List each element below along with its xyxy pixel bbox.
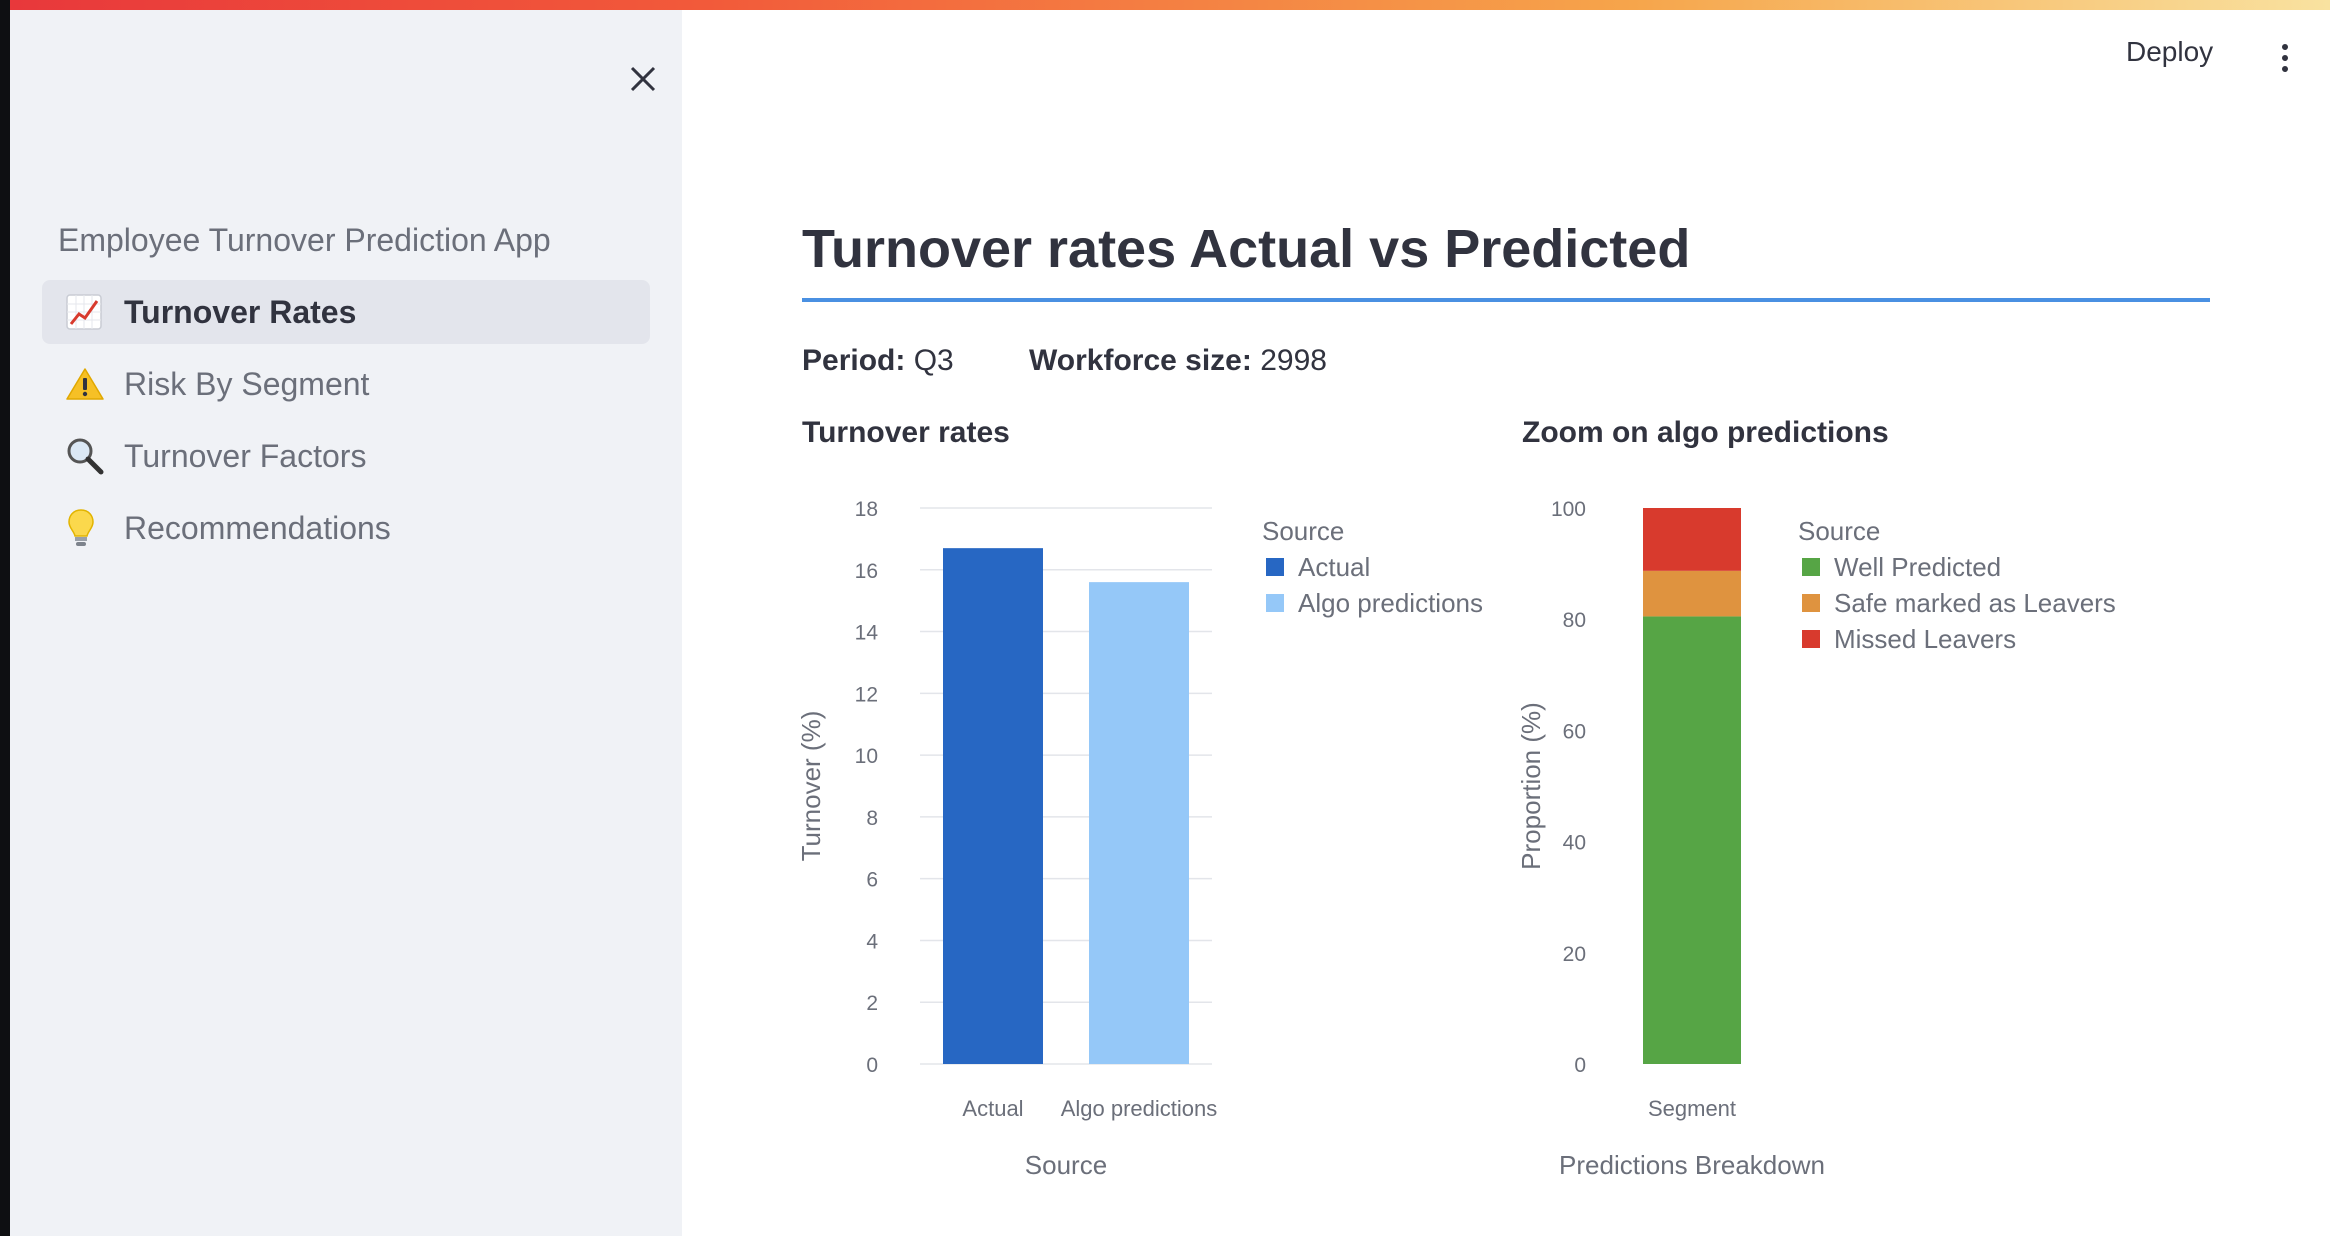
sidebar-item-turnover-factors[interactable]: Turnover Factors <box>42 424 650 488</box>
legend-swatch <box>1802 630 1820 648</box>
close-sidebar-button[interactable] <box>618 54 668 104</box>
sidebar-item-label: Turnover Rates <box>124 293 357 330</box>
kebab-dot-icon <box>2282 55 2288 61</box>
legend-title: Source <box>1798 516 1880 546</box>
y-tick-label: 0 <box>866 1054 878 1077</box>
sidebar-item-risk-by-segment[interactable]: Risk By Segment <box>42 352 650 416</box>
legend-label: Actual <box>1298 552 1370 582</box>
sidebar-item-label: Risk By Segment <box>124 365 370 402</box>
legend-label: Safe marked as Leavers <box>1834 588 2116 618</box>
workforce-value: 2998 <box>1260 344 1327 377</box>
warning-icon <box>66 364 110 404</box>
sidebar-item-recommendations[interactable]: Recommendations <box>42 496 650 560</box>
y-tick-label: 4 <box>866 930 878 953</box>
right-chart-title: Zoom on algo predictions <box>1522 416 1889 449</box>
bar <box>1089 582 1189 1064</box>
x-axis-title: Source <box>1025 1150 1107 1180</box>
y-tick-label: 0 <box>1574 1054 1586 1077</box>
y-tick-label: 10 <box>855 745 878 768</box>
close-icon <box>630 66 656 92</box>
legend-label: Well Predicted <box>1834 552 2001 582</box>
magnifier-icon <box>66 436 110 476</box>
y-tick-label: 6 <box>866 869 878 892</box>
y-tick-label: 8 <box>866 807 878 830</box>
y-tick-label: 40 <box>1563 832 1586 855</box>
period-value: Q3 <box>913 344 954 377</box>
y-tick-label: 20 <box>1563 943 1586 966</box>
y-tick-label: 16 <box>855 560 878 583</box>
title-divider <box>802 298 2210 302</box>
app-title: Employee Turnover Prediction App <box>58 222 551 258</box>
algo-predictions-chart: 0 20 40 60 80 100 Segment Predictions Breakdown… <box>1516 498 2116 1180</box>
stacked-bar-segment <box>1643 570 1741 617</box>
legend-label: Missed Leavers <box>1834 624 2016 654</box>
y-axis-title: Proportion (%) <box>1516 702 1546 870</box>
sidebar-item-label: Recommendations <box>124 509 391 546</box>
legend-label: Algo predictions <box>1298 588 1483 618</box>
sidebar-nav: Turnover Rates Risk By Segment Turnover … <box>42 280 650 568</box>
y-tick-label: 60 <box>1563 720 1586 743</box>
sidebar-item-turnover-rates[interactable]: Turnover Rates <box>42 280 650 344</box>
y-axis-title: Turnover (%) <box>796 711 826 862</box>
legend-swatch <box>1802 558 1820 576</box>
x-axis-title: Predictions Breakdown <box>1559 1150 1825 1180</box>
kebab-dot-icon <box>2282 44 2288 50</box>
main-menu-button[interactable] <box>2270 36 2300 80</box>
x-tick-label: Algo predictions <box>1061 1096 1218 1121</box>
chart-increasing-icon <box>66 292 110 332</box>
sidebar: Employee Turnover Prediction App Turnove… <box>10 10 682 1236</box>
y-tick-label: 14 <box>855 622 879 645</box>
page-title: Turnover rates Actual vs Predicted <box>802 219 1691 279</box>
legend-swatch <box>1266 558 1284 576</box>
workforce-info: Workforce size: 2998 <box>1029 344 1327 378</box>
legend-swatch <box>1802 594 1820 612</box>
deploy-button[interactable]: Deploy <box>2126 36 2214 67</box>
x-tick-label: Actual <box>962 1096 1023 1121</box>
y-tick-label: 100 <box>1551 498 1586 521</box>
period-label: Period: <box>802 344 906 377</box>
workforce-label: Workforce size: <box>1029 344 1252 377</box>
x-tick-label: Segment <box>1648 1096 1736 1121</box>
y-tick-label: 80 <box>1563 609 1586 632</box>
stacked-bar-segment <box>1643 508 1741 571</box>
turnover-rates-chart: 0 2 4 6 8 10 12 14 16 18 Actual Algo predictions Sou… <box>796 498 1483 1180</box>
lightbulb-icon <box>66 508 110 548</box>
sidebar-item-label: Turnover Factors <box>124 437 367 474</box>
legend-swatch <box>1266 594 1284 612</box>
y-tick-label: 18 <box>855 498 878 521</box>
bar <box>943 548 1043 1064</box>
window-edge <box>0 0 10 1236</box>
y-tick-label: 2 <box>866 992 878 1015</box>
legend-title: Source <box>1262 516 1344 546</box>
stacked-bar-segment <box>1643 616 1741 1064</box>
top-decoration-bar <box>10 0 2330 10</box>
kebab-dot-icon <box>2282 66 2288 72</box>
left-chart-title: Turnover rates <box>802 416 1010 449</box>
period-info: Period: Q3 <box>802 344 954 378</box>
y-tick-label: 12 <box>855 683 878 706</box>
